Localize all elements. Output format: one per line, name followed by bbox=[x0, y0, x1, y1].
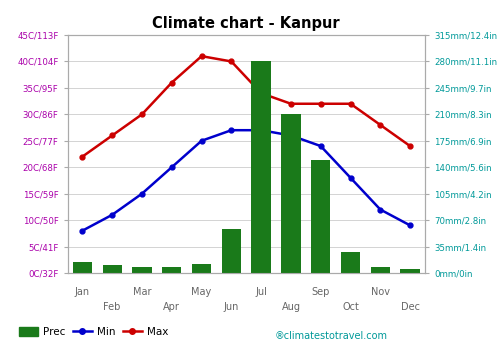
Bar bbox=[192, 264, 211, 273]
Bar bbox=[341, 252, 360, 273]
Text: Sep: Sep bbox=[312, 287, 330, 297]
Text: Oct: Oct bbox=[342, 302, 359, 312]
Text: Jan: Jan bbox=[75, 287, 90, 297]
Bar bbox=[311, 160, 330, 273]
Bar bbox=[72, 262, 92, 273]
Legend: Prec, Min, Max: Prec, Min, Max bbox=[15, 323, 172, 341]
Title: Climate chart - Kanpur: Climate chart - Kanpur bbox=[152, 16, 340, 31]
Text: Jun: Jun bbox=[224, 302, 239, 312]
Text: ®climatestotravel.com: ®climatestotravel.com bbox=[275, 331, 388, 341]
Bar bbox=[222, 229, 241, 273]
Bar bbox=[282, 114, 300, 273]
Text: Mar: Mar bbox=[132, 287, 151, 297]
Bar bbox=[132, 267, 152, 273]
Text: Nov: Nov bbox=[371, 287, 390, 297]
Bar bbox=[370, 267, 390, 273]
Bar bbox=[400, 269, 420, 273]
Text: Jul: Jul bbox=[255, 287, 267, 297]
Bar bbox=[102, 265, 122, 273]
Bar bbox=[162, 267, 182, 273]
Text: Dec: Dec bbox=[400, 302, 419, 312]
Text: Aug: Aug bbox=[282, 302, 300, 312]
Text: Feb: Feb bbox=[104, 302, 121, 312]
Bar bbox=[252, 62, 271, 273]
Text: May: May bbox=[192, 287, 212, 297]
Text: Apr: Apr bbox=[164, 302, 180, 312]
